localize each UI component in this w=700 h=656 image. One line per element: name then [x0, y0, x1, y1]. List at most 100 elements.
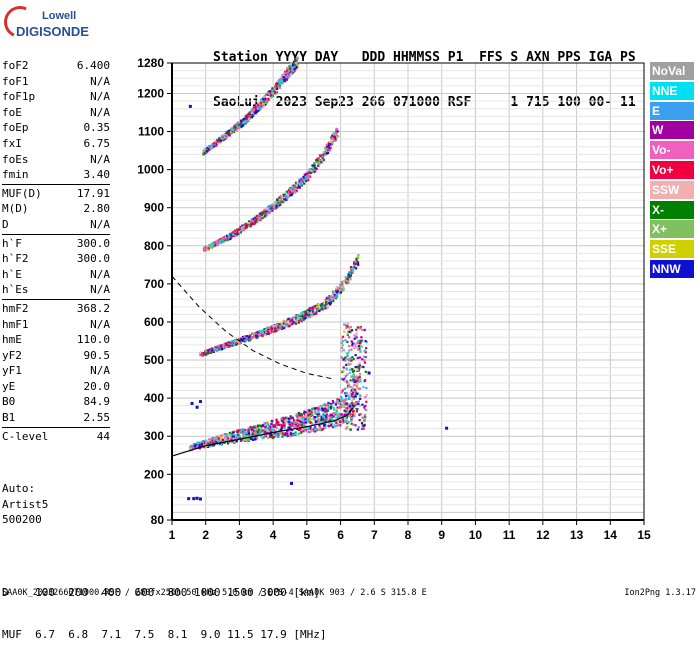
- echo-pixel: [316, 158, 319, 161]
- echo-pixel: [280, 419, 284, 422]
- echo-pixel: [276, 82, 279, 86]
- echo-pixel: [325, 297, 328, 300]
- echo-pixel: [348, 368, 352, 372]
- echo-pixel: [213, 143, 216, 146]
- echo-pixel: [344, 416, 347, 419]
- echo-pixel: [279, 431, 282, 434]
- echo-pixel: [328, 402, 331, 405]
- echo-pixel: [344, 279, 347, 282]
- echo-pixel: [277, 80, 280, 83]
- echo-pixel: [249, 427, 252, 430]
- echo-pixel: [365, 400, 368, 403]
- echo-pixel: [237, 429, 240, 432]
- echo-pixel: [263, 422, 266, 425]
- echo-pixel: [245, 226, 248, 229]
- echo-pixel: [292, 321, 295, 324]
- echo-pixel: [201, 441, 205, 444]
- echo-pixel: [208, 244, 211, 247]
- echo-pixel: [293, 59, 297, 62]
- echo-pixel: [314, 426, 317, 429]
- echo-pixel: [271, 419, 274, 422]
- echo-pixel: [264, 425, 267, 428]
- echo-pixel: [305, 420, 308, 423]
- echo-pixel: [310, 313, 313, 316]
- echo-pixel: [258, 103, 261, 106]
- echo-pixel: [213, 142, 216, 145]
- echo-pixel: [313, 409, 316, 412]
- echo-pixel: [284, 195, 288, 198]
- echo-pixel: [297, 320, 300, 323]
- echo-pixel: [330, 298, 333, 302]
- echo-pixel: [241, 124, 244, 127]
- echo-pixel: [238, 230, 241, 233]
- echo-pixel: [253, 334, 256, 338]
- echo-pixel: [329, 403, 332, 407]
- echo-pixel: [335, 409, 338, 412]
- echo-pixel: [252, 109, 255, 112]
- legend-item-x-minus: X-: [650, 200, 694, 219]
- echo-pixel: [200, 444, 204, 447]
- echo-pixel: [230, 234, 233, 238]
- echo-pixel: [345, 402, 348, 405]
- echo-pixel: [192, 497, 196, 501]
- echo-pixel: [227, 341, 231, 344]
- echo-pixel: [323, 411, 326, 414]
- echo-pixel: [354, 375, 357, 378]
- y-tick-label: 80: [151, 513, 165, 527]
- echo-pixel: [345, 391, 348, 395]
- echo-pixel: [247, 428, 250, 432]
- echo-pixel: [295, 59, 299, 62]
- echo-pixel: [358, 356, 361, 359]
- echo-pixel: [205, 350, 208, 353]
- echo-pixel: [288, 423, 292, 426]
- echo-pixel: [327, 401, 330, 405]
- echo-pixel: [225, 235, 229, 239]
- echo-pixel: [294, 419, 298, 422]
- echo-pixel: [256, 427, 259, 430]
- echo-pixel: [226, 437, 230, 440]
- echo-pixel: [328, 302, 331, 305]
- echo-pixel: [347, 278, 351, 281]
- echo-pixel: [354, 260, 357, 263]
- echo-pixel: [334, 420, 337, 423]
- echo-pixel: [308, 307, 311, 310]
- echo-pixel: [253, 111, 257, 114]
- echo-pixel: [304, 411, 307, 414]
- echo-pixel: [355, 392, 359, 395]
- echo-pixel: [230, 127, 233, 130]
- echo-pixel: [241, 335, 244, 339]
- param-row: foEs N/A: [2, 152, 110, 168]
- echo-pixel: [247, 435, 250, 438]
- echo-pixel: [350, 348, 353, 351]
- echo-pixel: [190, 401, 194, 405]
- param-value: 6.400: [76, 59, 110, 72]
- echo-pixel: [253, 431, 256, 434]
- echo-pixel: [304, 310, 307, 313]
- echo-pixel: [303, 173, 306, 177]
- echo-pixel: [272, 205, 275, 208]
- echo-pixel: [226, 234, 229, 237]
- echo-pixel: [275, 433, 278, 436]
- echo-pixel: [249, 334, 252, 337]
- echo-pixel: [250, 116, 253, 119]
- echo-pixel: [213, 346, 216, 349]
- echo-pixel: [351, 395, 354, 398]
- echo-pixel: [283, 426, 286, 430]
- echo-pixel: [189, 445, 192, 449]
- echo-pixel: [242, 428, 245, 431]
- echo-pixel: [265, 101, 269, 104]
- echo-pixel: [191, 444, 194, 447]
- echo-pixel: [355, 346, 358, 349]
- echo-pixel: [262, 212, 265, 216]
- echo-pixel: [191, 446, 195, 449]
- echo-pixel: [287, 323, 290, 326]
- echo-pixel: [195, 496, 199, 500]
- echo-pixel: [284, 78, 287, 81]
- echo-pixel: [304, 418, 307, 421]
- echo-pixel: [288, 426, 291, 429]
- echo-pixel: [286, 69, 289, 72]
- echo-pixel: [361, 427, 364, 430]
- echo-pixel: [311, 429, 315, 433]
- echo-pixel: [345, 427, 348, 430]
- echo-pixel: [247, 439, 250, 443]
